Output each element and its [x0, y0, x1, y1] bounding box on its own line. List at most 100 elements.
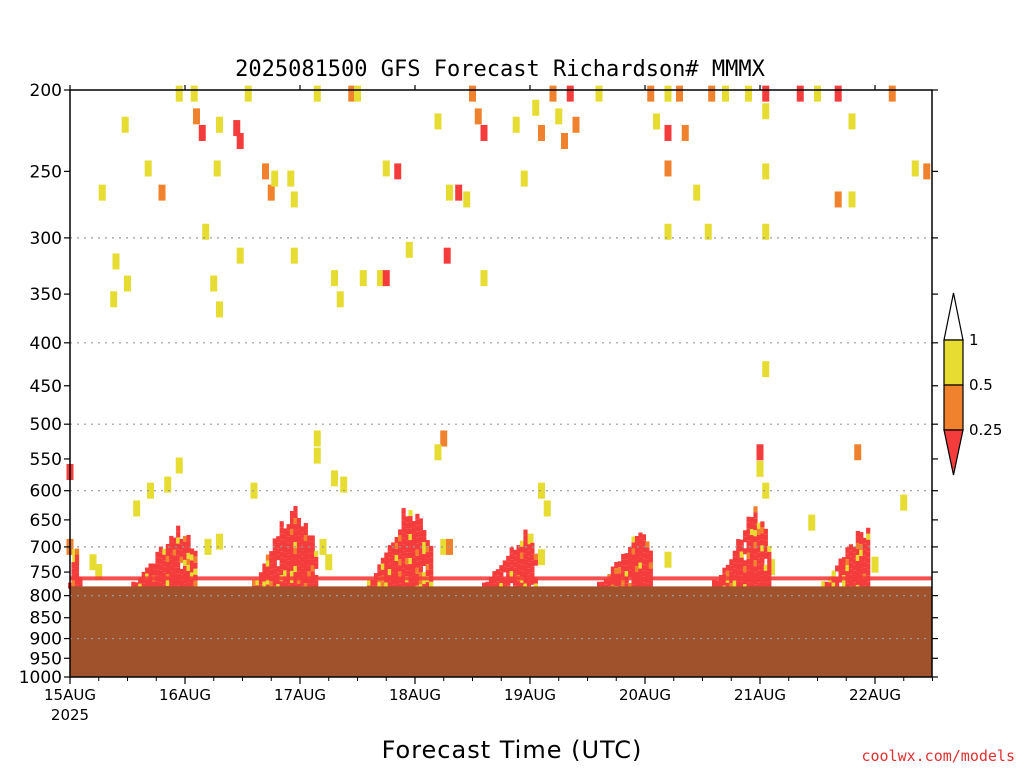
ri-cell — [380, 563, 385, 570]
ri-cell — [276, 566, 281, 573]
watermark: coolwx.com/models — [861, 747, 1015, 765]
ri-cell — [648, 568, 653, 575]
ri-cell — [183, 553, 188, 560]
ri-cell — [380, 569, 385, 576]
y-tick-label: 750 — [30, 563, 62, 583]
ri-cell — [725, 564, 730, 571]
ri-cell — [715, 580, 720, 587]
ri-cell — [286, 560, 291, 567]
ri-cell — [303, 535, 308, 542]
ri-cell — [900, 494, 908, 511]
ri-cell — [193, 108, 200, 125]
ri-cell — [124, 275, 131, 292]
ri-cell — [398, 541, 403, 548]
ri-cell — [725, 582, 730, 589]
ri-cell — [404, 522, 410, 529]
ri-cell — [293, 554, 298, 561]
y-tick-label: 700 — [30, 538, 62, 558]
ri-cell — [71, 580, 76, 587]
ri-cell — [621, 565, 626, 572]
ri-cell — [641, 570, 647, 577]
ri-cell — [112, 253, 120, 270]
ri-cell — [676, 85, 683, 102]
ri-cell — [638, 532, 643, 539]
ri-cell — [859, 562, 864, 569]
ri-cell — [509, 571, 514, 578]
ri-cell — [394, 572, 399, 579]
ri-cell — [300, 556, 305, 563]
ri-cell — [638, 580, 643, 587]
ri-cell — [911, 160, 919, 177]
ri-cell — [749, 517, 755, 524]
ri-cell — [753, 524, 758, 531]
ri-cell — [296, 541, 302, 548]
ri-cell — [862, 567, 867, 574]
ri-cell — [340, 476, 348, 493]
ri-cell — [293, 512, 298, 519]
ri-cell — [418, 530, 423, 537]
ri-cell — [645, 553, 650, 560]
ri-cell — [628, 564, 633, 571]
ri-cell — [422, 530, 427, 537]
ri-cell — [425, 546, 430, 553]
ri-cell — [648, 562, 653, 569]
ri-cell — [418, 548, 423, 555]
ri-cell — [269, 557, 274, 564]
ri-cell — [749, 529, 755, 536]
ri-cell — [796, 85, 804, 102]
ri-cell — [286, 536, 291, 543]
ri-cell — [488, 583, 494, 590]
ri-cell — [855, 548, 860, 555]
ri-cell — [736, 563, 741, 570]
ri-cell — [866, 539, 871, 546]
ri-cell — [415, 543, 420, 550]
ri-cell — [523, 559, 528, 566]
ri-cell — [523, 565, 528, 572]
ri-cell — [307, 541, 312, 548]
ri-cell — [425, 540, 430, 547]
ri-cell — [307, 559, 312, 566]
ri-cell — [405, 241, 413, 258]
ri-cell — [762, 361, 770, 378]
ri-cell — [516, 581, 521, 588]
ri-cell — [624, 571, 629, 578]
ri-cell — [158, 552, 164, 559]
ri-cell — [279, 545, 284, 552]
ri-cell — [404, 546, 410, 553]
x-axis-label: Forecast Time (UTC) — [382, 736, 643, 764]
ri-cell — [290, 247, 298, 264]
ri-cell — [74, 578, 80, 585]
ri-cell — [854, 444, 862, 461]
ri-cell — [193, 562, 198, 569]
ri-cell — [538, 124, 545, 141]
ri-cell — [736, 557, 741, 564]
ri-cell — [283, 570, 288, 577]
ri-cell — [401, 532, 406, 539]
ri-cell — [641, 564, 647, 571]
ri-cell — [664, 124, 672, 141]
ri-cell — [398, 571, 403, 578]
x-tick-label: 22AUG — [849, 686, 901, 704]
ri-cell — [834, 191, 842, 208]
ri-cell — [838, 564, 843, 571]
ri-cell — [293, 560, 298, 567]
ri-cell — [272, 568, 277, 575]
ri-cell — [310, 535, 315, 542]
ri-cell — [401, 556, 406, 563]
ri-cell — [617, 567, 622, 574]
ri-cell — [760, 557, 765, 564]
ri-cell — [845, 565, 850, 572]
ri-cell — [743, 572, 748, 579]
y-tick-label: 1000 — [19, 668, 62, 688]
ri-cell — [272, 556, 277, 563]
ri-cell — [746, 570, 751, 577]
y-tick-label: 600 — [30, 482, 62, 502]
ri-cell — [391, 542, 396, 549]
ri-cell — [155, 569, 160, 576]
ri-cell — [398, 547, 403, 554]
ri-cell — [526, 562, 532, 569]
y-tick-label: 450 — [30, 377, 62, 397]
ri-cell — [862, 555, 867, 562]
ri-cell — [387, 569, 392, 576]
ri-cell — [621, 571, 626, 578]
